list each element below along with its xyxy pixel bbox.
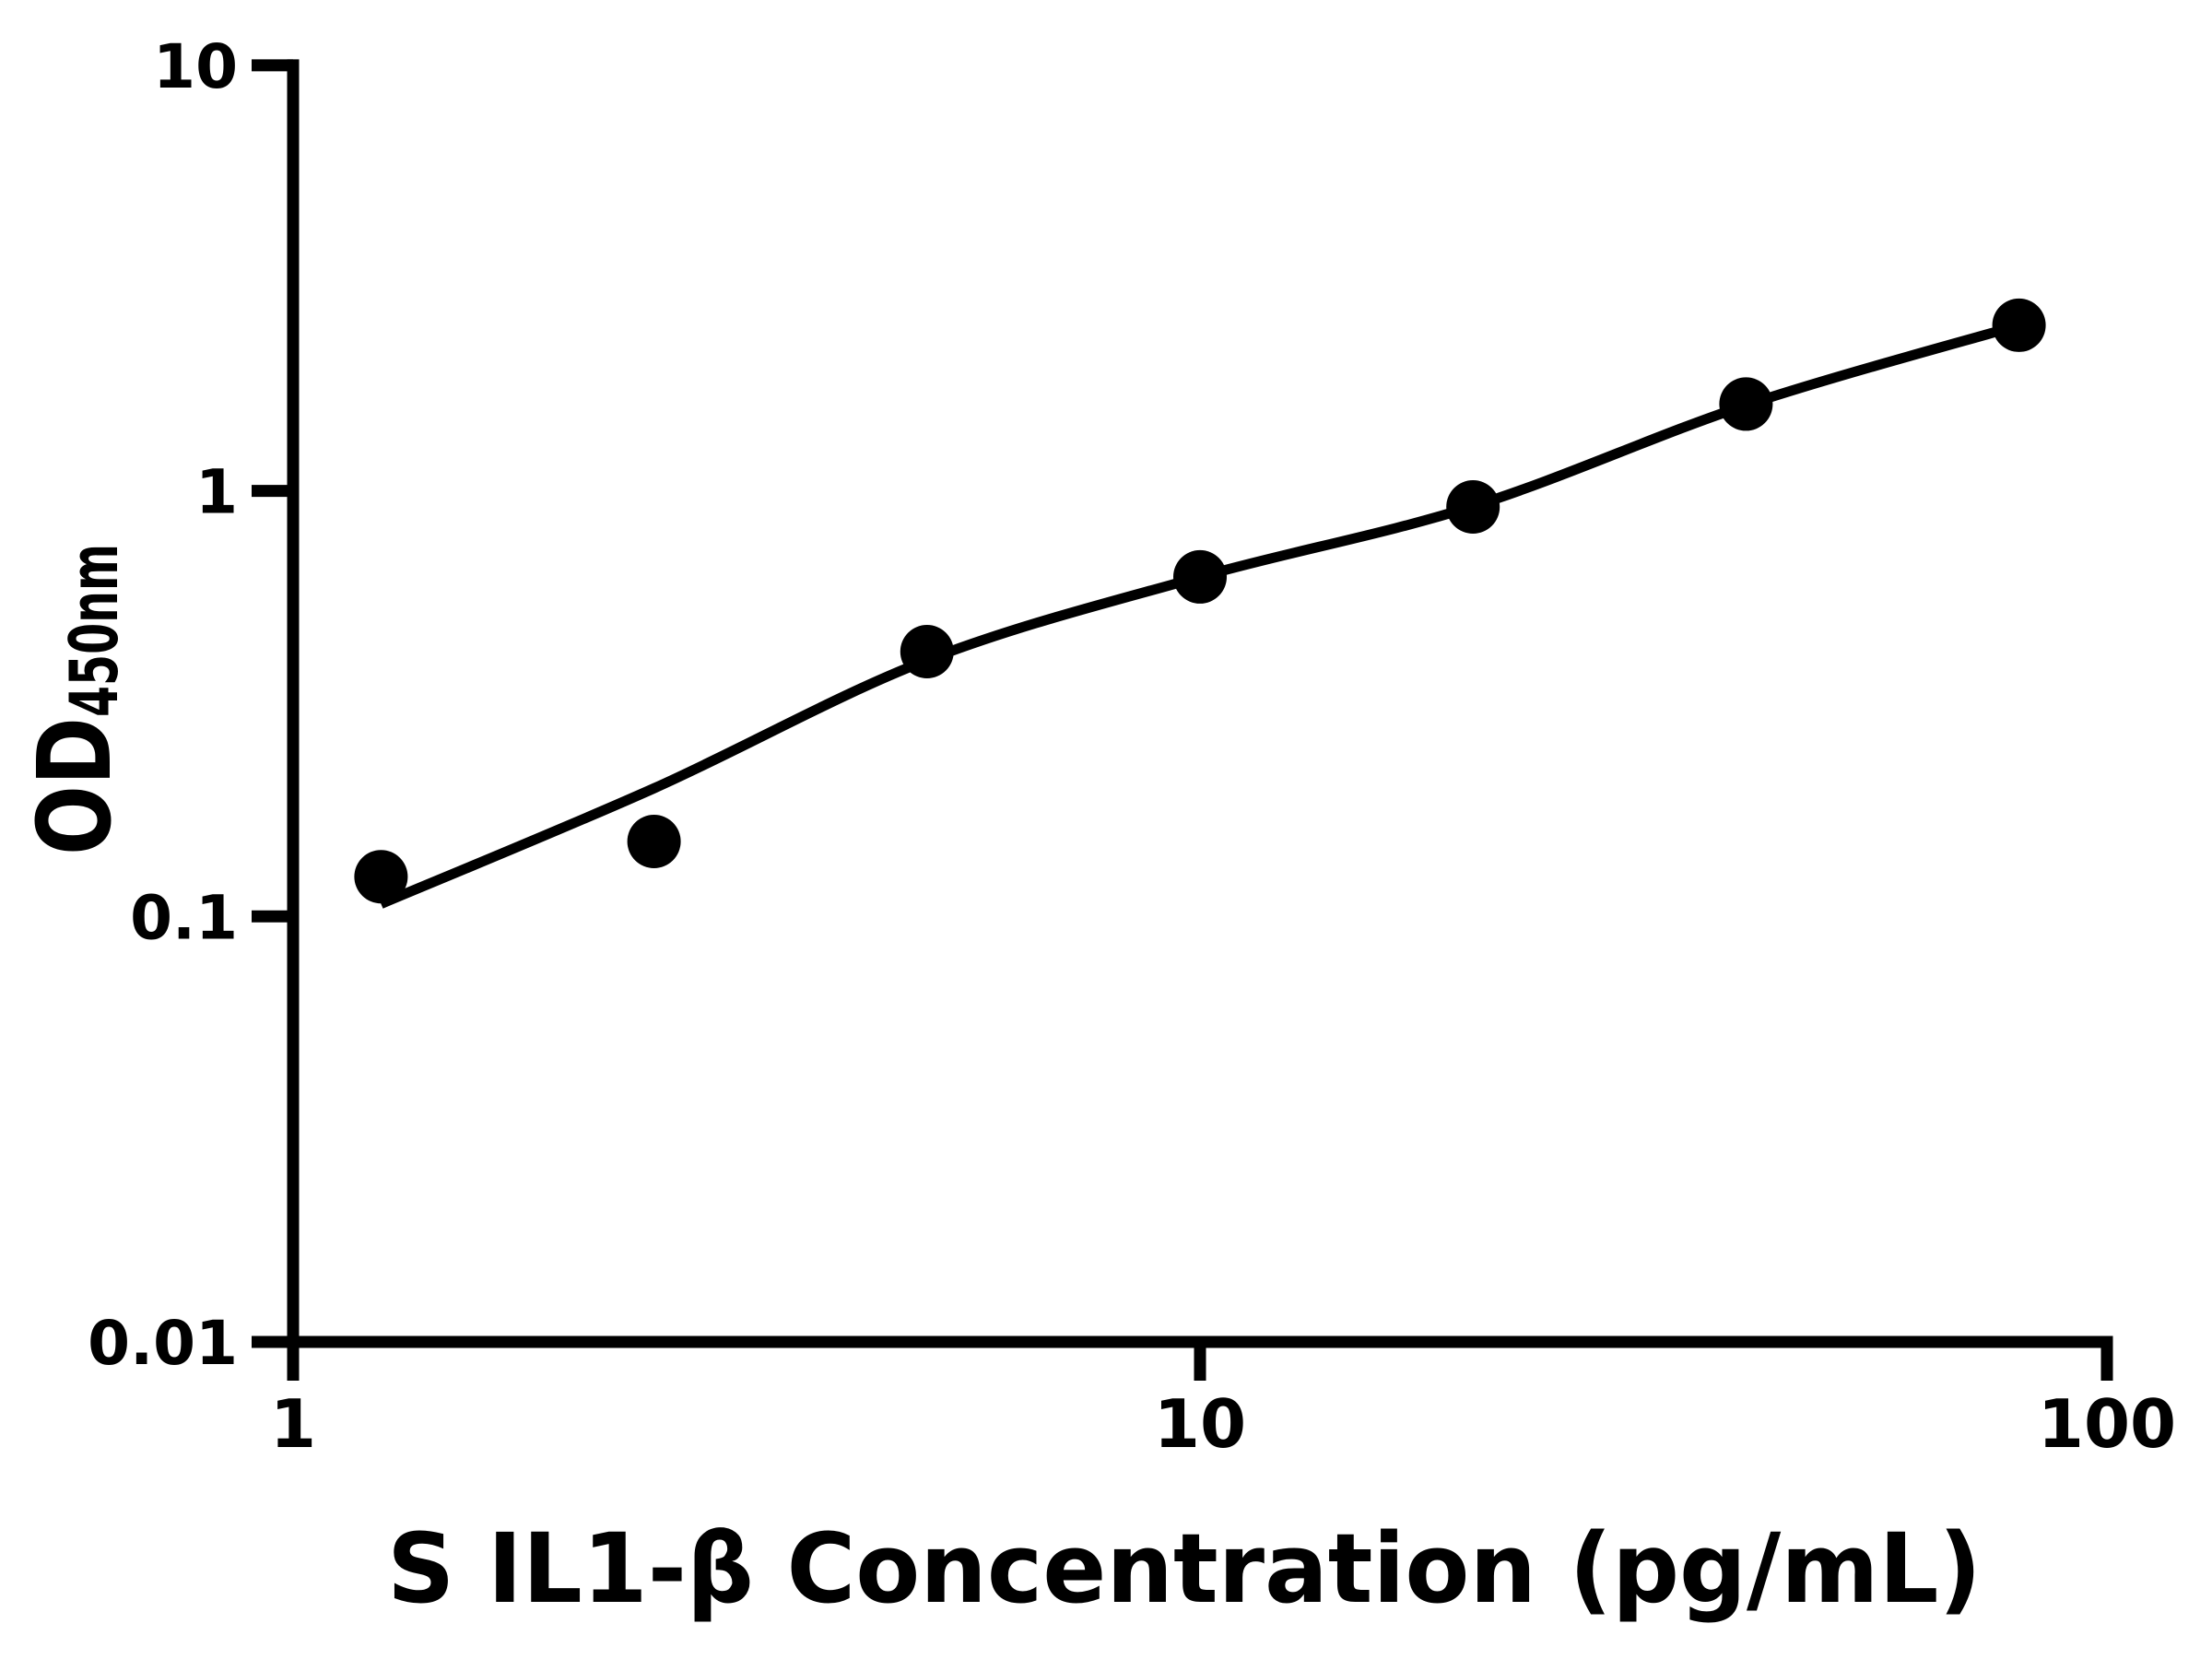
data-point bbox=[1173, 549, 1227, 604]
y-axis-title-subscript: 450nm bbox=[55, 544, 133, 717]
y-tick-label: 10 bbox=[153, 31, 238, 102]
x-tick-label: 10 bbox=[1154, 1385, 1246, 1463]
data-point bbox=[900, 625, 954, 678]
x-tick-label: 100 bbox=[2038, 1385, 2176, 1463]
y-tick-label: 0.01 bbox=[88, 1308, 238, 1379]
x-tick-label: 1 bbox=[270, 1385, 316, 1463]
y-axis-title-main: OD bbox=[16, 717, 134, 855]
y-tick-label: 1 bbox=[195, 457, 238, 528]
data-point bbox=[354, 850, 408, 904]
data-point bbox=[1992, 298, 2046, 352]
data-point bbox=[627, 815, 681, 868]
data-point bbox=[1719, 377, 1773, 431]
fit-curve-line bbox=[379, 320, 2021, 909]
x-axis-title: S IL1-β Concentration (pg/mL) bbox=[387, 1512, 1982, 1625]
y-tick-label: 0.1 bbox=[130, 882, 238, 953]
data-point bbox=[1446, 480, 1500, 534]
y-axis-title: OD450nm bbox=[16, 544, 134, 855]
